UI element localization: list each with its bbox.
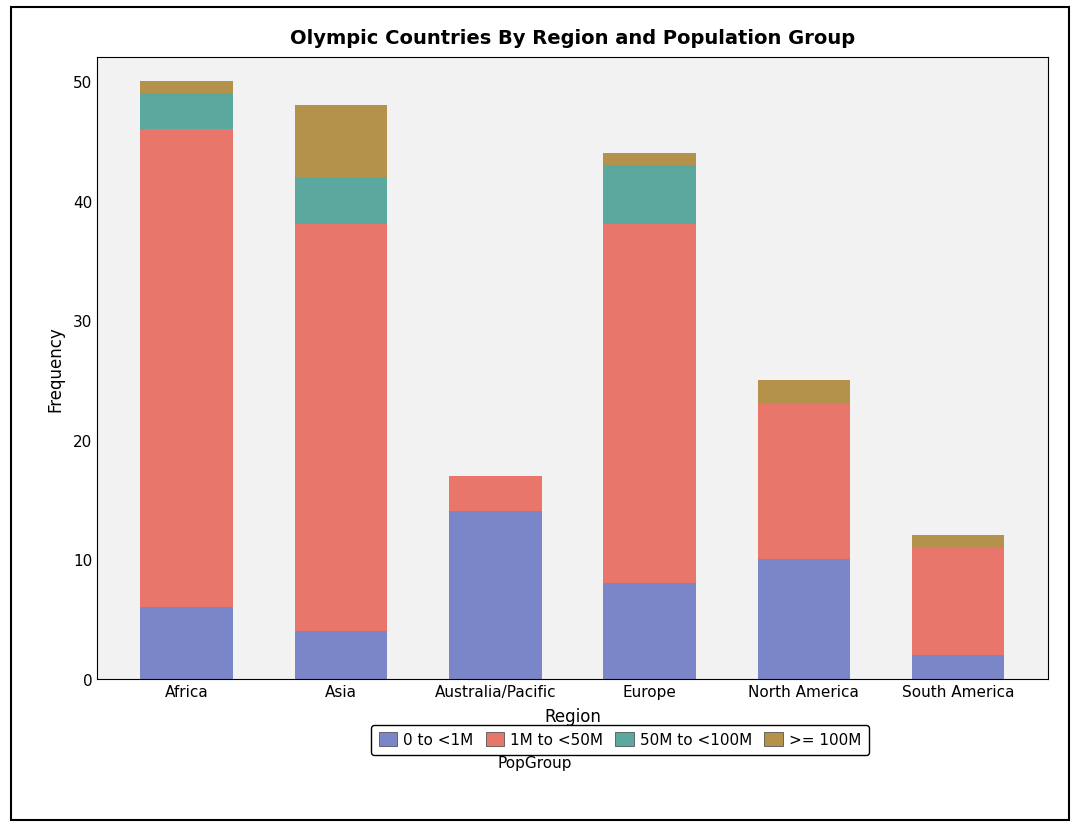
Bar bbox=[912, 536, 1004, 547]
Title: Olympic Countries By Region and Population Group: Olympic Countries By Region and Populati… bbox=[289, 29, 855, 48]
Bar bbox=[140, 94, 233, 130]
Bar bbox=[295, 631, 388, 679]
X-axis label: Region: Region bbox=[544, 707, 600, 725]
Bar bbox=[757, 560, 850, 679]
Bar bbox=[140, 130, 233, 607]
Text: PopGroup: PopGroup bbox=[497, 755, 571, 770]
Bar bbox=[912, 547, 1004, 655]
Bar bbox=[757, 380, 850, 404]
Bar bbox=[140, 82, 233, 94]
Bar bbox=[604, 584, 696, 679]
Bar bbox=[449, 476, 541, 512]
Bar bbox=[912, 655, 1004, 679]
Y-axis label: Frequency: Frequency bbox=[46, 325, 65, 412]
Bar bbox=[604, 225, 696, 584]
Bar bbox=[295, 177, 388, 225]
Bar bbox=[604, 166, 696, 225]
Bar bbox=[140, 607, 233, 679]
Bar bbox=[295, 225, 388, 631]
Bar bbox=[757, 404, 850, 560]
Bar bbox=[449, 512, 541, 679]
Bar bbox=[604, 153, 696, 166]
Bar bbox=[295, 106, 388, 177]
Legend: 0 to <1M, 1M to <50M, 50M to <100M, >= 100M: 0 to <1M, 1M to <50M, 50M to <100M, >= 1… bbox=[372, 724, 868, 755]
